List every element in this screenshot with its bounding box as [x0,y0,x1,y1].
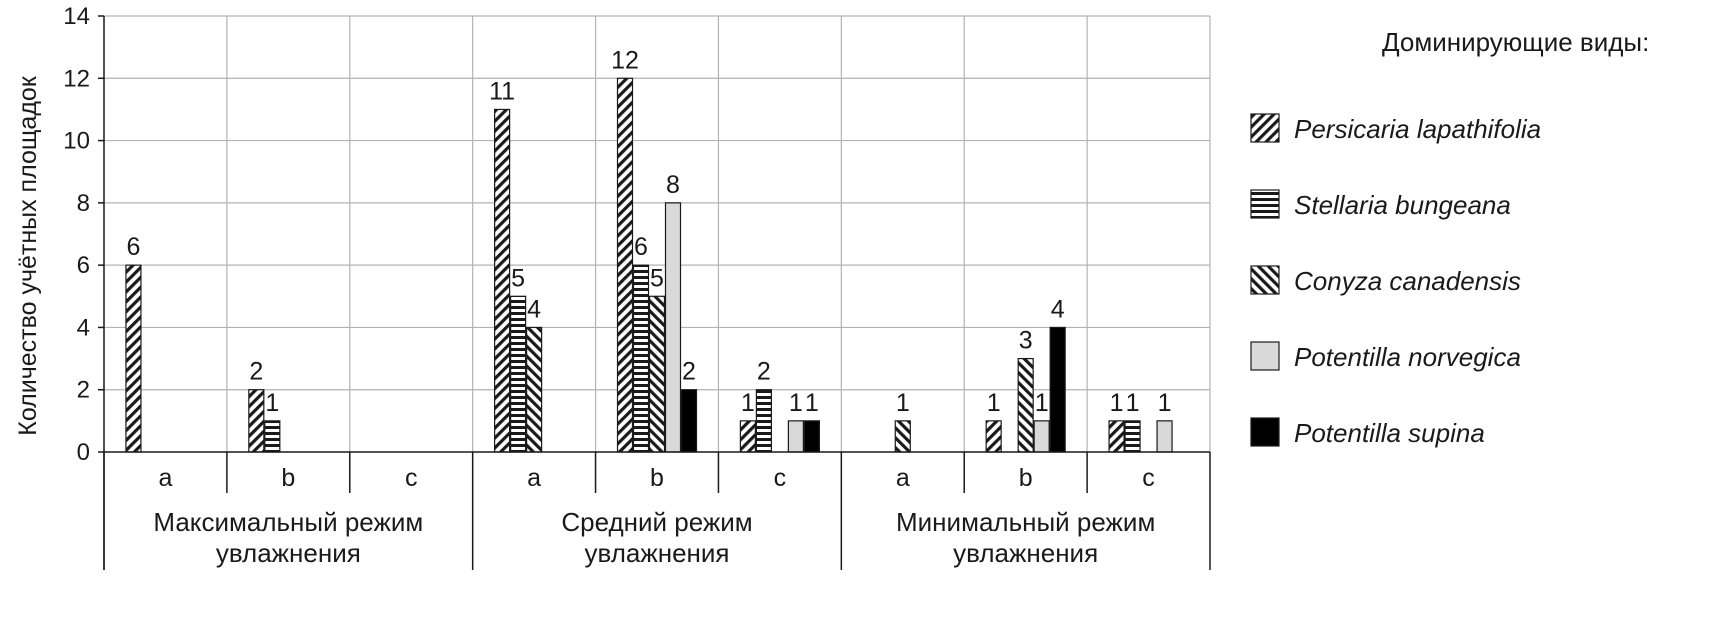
group-label: увлажнения [584,538,729,568]
group-label: увлажнения [953,538,1098,568]
bar [1017,357,1034,453]
x-tick-label: a [158,464,172,492]
data-label: 8 [666,171,680,199]
data-label: 4 [527,295,541,323]
bar [648,295,666,453]
data-label: 1 [987,389,1001,417]
data-label: 5 [511,264,525,292]
group-label: Средний режим [561,507,752,537]
bars [125,77,1173,453]
x-tick-label: b [281,464,295,492]
data-label: 6 [126,233,140,261]
y-tick-label: 6 [77,252,90,279]
bar [632,264,650,453]
legend-swatch [1250,113,1280,143]
bar [680,389,698,453]
y-tick-label: 4 [77,314,90,341]
group-label: Максимальный режим [153,507,423,537]
bar [803,420,820,453]
data-label: 1 [805,389,819,417]
group-label: Минимальный режим [896,507,1155,537]
bar [1156,420,1173,453]
data-label: 12 [611,46,639,74]
data-label: 1 [1110,389,1124,417]
x-tick-label: a [896,464,910,492]
bar [526,326,543,453]
x-tick-label: c [405,464,418,492]
bar [985,420,1002,453]
legend-swatch [1250,189,1280,219]
bar [494,108,511,453]
bar [1124,420,1141,453]
grid [104,15,1211,452]
data-label: 2 [757,358,771,386]
x-tick-label: c [1142,464,1155,492]
legend-entry: Stellaria bungeana [1294,190,1511,220]
legend-swatch [1250,265,1280,295]
legend-entry: Potentilla supina [1294,418,1485,448]
x-tick-label: b [650,464,664,492]
legend-swatch [1250,417,1280,447]
data-label: 1 [789,389,803,417]
data-label: 1 [265,389,279,417]
data-label: 1 [1126,389,1140,417]
bar [787,420,804,453]
x-tick-label: a [527,464,541,492]
bar [616,77,634,453]
data-label: 11 [489,77,515,105]
y-tick-label: 2 [77,377,90,404]
legend-swatch [1250,341,1280,371]
y-tick-label: 12 [63,65,90,92]
data-label: 1 [896,389,910,417]
data-label: 5 [650,264,664,292]
data-label: 2 [249,358,263,386]
bar [264,420,281,453]
data-label: 2 [682,358,696,386]
data-label: 3 [1019,327,1033,355]
bar [125,264,142,453]
bar [510,295,527,453]
y-tick-label: 8 [77,190,90,217]
bar [1049,326,1066,453]
y-tick-label: 14 [63,3,90,30]
bar [1033,420,1050,453]
bar [739,420,756,453]
bar [248,389,265,453]
data-label: 1 [741,389,755,417]
legend-entry: Potentilla norvegica [1294,342,1521,372]
legend: Доминирующие виды: Persicaria lapathifol… [1250,27,1649,448]
data-label: 4 [1051,295,1065,323]
data-label: 1 [1035,389,1049,417]
bar [1108,420,1125,453]
legend-title: Доминирующие виды: [1382,27,1649,57]
x-tick-label: b [1019,464,1033,492]
y-axis-label: Количество учётных площадок [14,75,42,436]
group-label: увлажнения [216,538,361,568]
data-label: 1 [1158,389,1172,417]
y-tick-label: 0 [77,439,90,466]
bar [664,202,682,453]
y-tick-label: 10 [63,128,90,155]
bar [894,420,911,453]
x-tick-label: c [774,464,787,492]
bar [755,389,772,453]
legend-entry: Persicaria lapathifolia [1294,114,1541,144]
data-label: 6 [634,233,648,261]
legend-entry: Conyza canadensis [1294,266,1521,296]
